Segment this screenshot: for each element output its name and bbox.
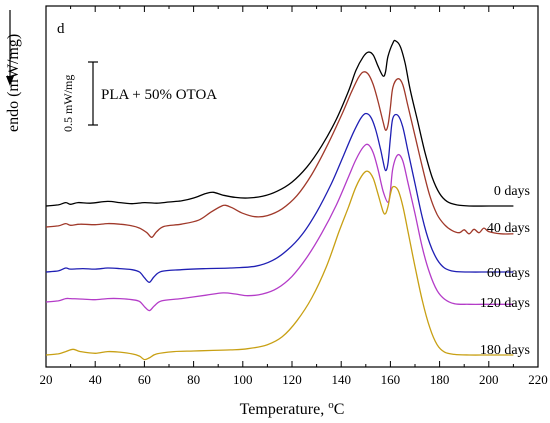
sample-annotation: PLA + 50% OTOA xyxy=(101,87,217,103)
x-tick-label: 80 xyxy=(187,372,200,387)
celsius-letter: C xyxy=(334,401,345,418)
series-line-0 xyxy=(45,39,514,207)
series-label-3: 120 days xyxy=(480,296,530,311)
x-tick-label: 220 xyxy=(528,372,548,387)
panel-letter: d xyxy=(57,21,65,37)
endo-arrow-head-icon xyxy=(6,76,14,86)
series-label-4: 180 days xyxy=(480,343,530,358)
plot-border xyxy=(45,5,539,368)
x-tick-label: 180 xyxy=(430,372,450,387)
x-tick-label: 20 xyxy=(40,372,53,387)
y-axis-title: endo (mW/mg) xyxy=(5,10,22,132)
x-axis-title: Temperature, oC xyxy=(240,399,345,418)
scale-bar: 0.5 mW/mg xyxy=(61,61,98,132)
y-axis-title-text: endo (mW/mg) xyxy=(5,34,22,132)
series-label-1: 40 days xyxy=(487,221,530,236)
x-tick-label: 140 xyxy=(331,372,351,387)
x-tick-label: 160 xyxy=(381,372,401,387)
x-tick-label: 200 xyxy=(479,372,499,387)
degree-symbol: o xyxy=(328,399,334,411)
series-line-1 xyxy=(45,71,514,238)
series-labels: 0 days 40 days 60 days 120 days 180 days xyxy=(480,184,530,358)
x-axis-ticks: 20 40 60 80 100 120 140 160 180 200 220 xyxy=(40,6,548,387)
series-line-4 xyxy=(45,170,514,361)
series-line-3 xyxy=(45,143,514,312)
series-label-2: 60 days xyxy=(487,266,530,281)
plot-frame xyxy=(45,5,539,368)
x-axis-title-unit: oC xyxy=(328,399,344,418)
series-line-2 xyxy=(45,112,514,283)
scale-bar-label: 0.5 mW/mg xyxy=(61,75,75,132)
x-axis-title-text: Temperature, xyxy=(240,401,329,418)
x-tick-label: 40 xyxy=(89,372,102,387)
x-tick-label: 120 xyxy=(282,372,302,387)
x-tick-label: 100 xyxy=(233,372,253,387)
x-tick-label: 60 xyxy=(138,372,151,387)
series-curves xyxy=(45,39,514,361)
series-label-0: 0 days xyxy=(494,184,530,199)
